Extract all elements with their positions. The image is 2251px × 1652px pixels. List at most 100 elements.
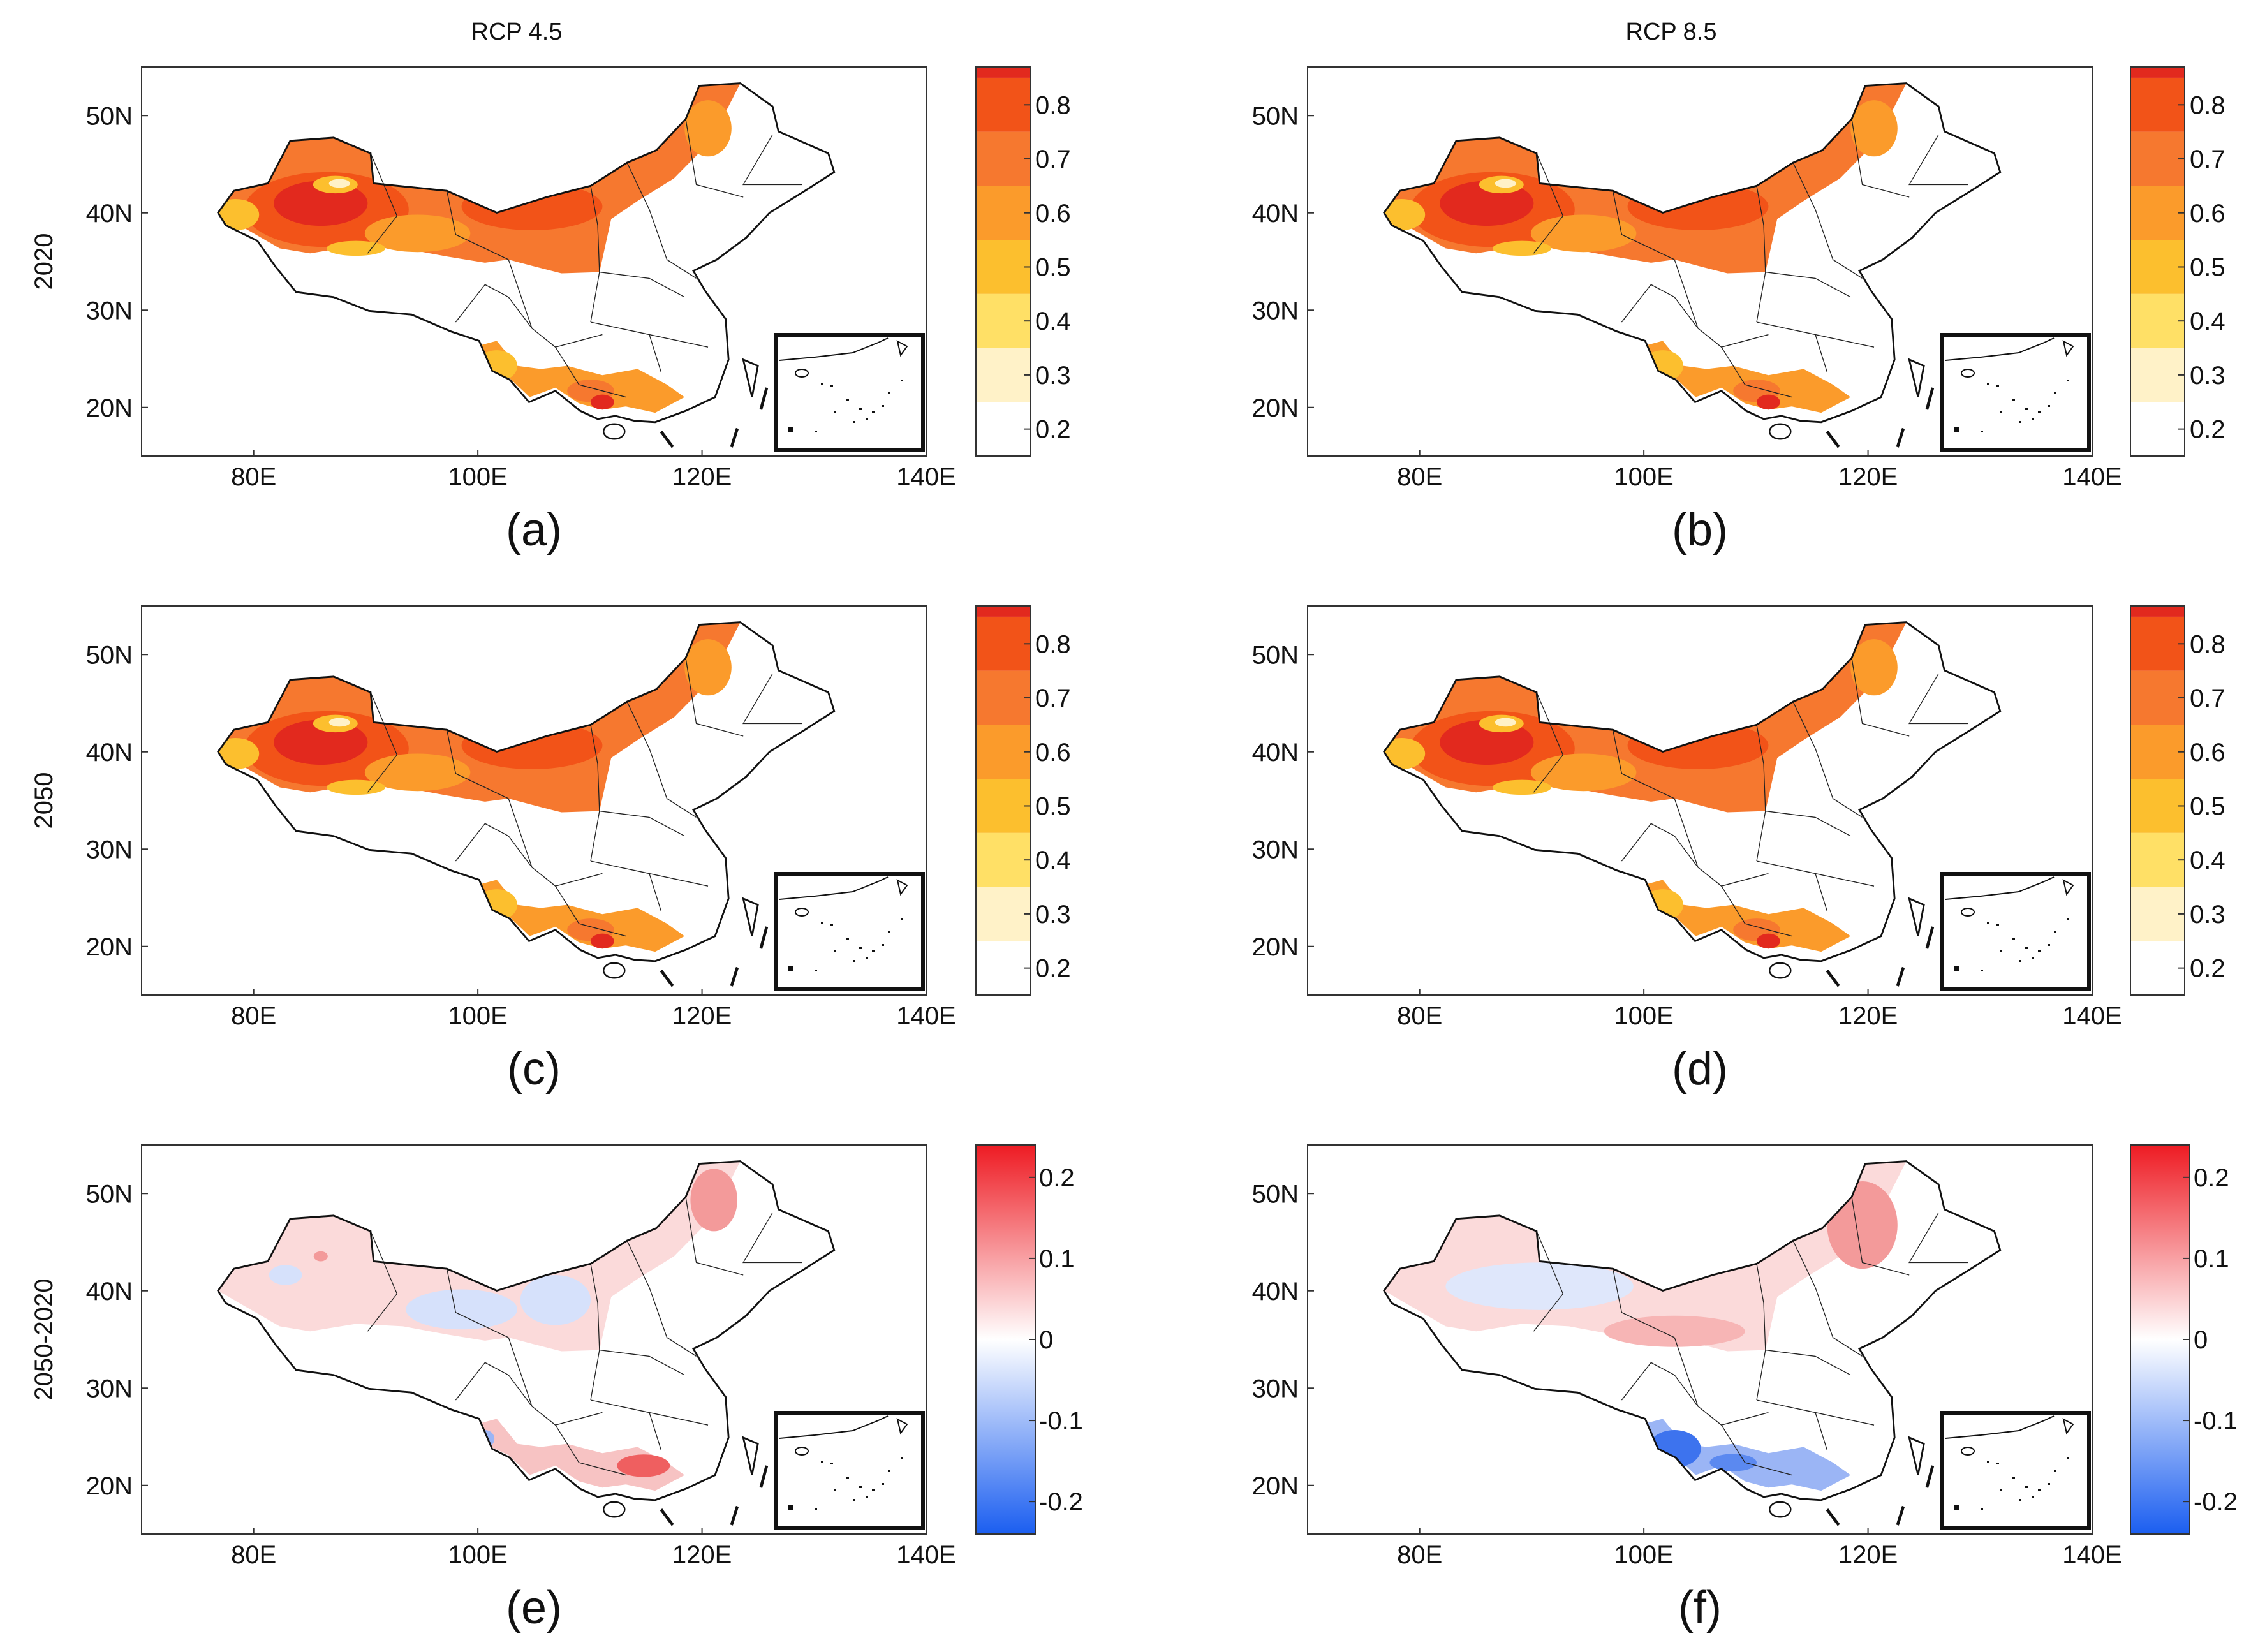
colorbar: 0.2 0.3 0.4 0.5 0.6 0.7 0.8 — [975, 605, 1071, 996]
colorbar: 0.2 0.1 0 -0.1 -0.2 — [2130, 1144, 2238, 1535]
colorbar-tick-label: 0.2 — [1035, 416, 1071, 444]
colorbar-tick-label: -0.1 — [1039, 1407, 1083, 1435]
colorbar: 0.2 0.3 0.4 0.5 0.6 0.7 0.8 — [2130, 605, 2225, 996]
panel-letter: (a) — [506, 505, 562, 556]
colorbar-segment — [976, 725, 1030, 779]
colorbar-segment — [2130, 670, 2185, 725]
x-tick-label: 100E — [448, 1541, 507, 1569]
colorbar-tick-label: 0.7 — [2190, 145, 2225, 173]
column-header-rcp45: RCP 4.5 — [471, 18, 563, 45]
y-tick-label: 40N — [86, 1278, 133, 1306]
y-tick-label: 20N — [1252, 933, 1299, 961]
colorbar-segment — [2130, 725, 2185, 779]
y-tick-label: 50N — [1252, 102, 1299, 130]
colorbar: 0.2 0.3 0.4 0.5 0.6 0.7 0.8 — [2130, 66, 2225, 457]
colorbar-tick-label: 0.8 — [1035, 630, 1071, 658]
map-panel-a: 80E 100E 120E 140E20N30N40N50N(a)0.20.30.40… — [86, 66, 1071, 556]
colorbar-segment — [2130, 240, 2185, 294]
panel-letter: (d) — [1672, 1044, 1728, 1095]
y-tick-label: 50N — [86, 641, 133, 669]
x-tick-label: 80E — [1397, 1541, 1442, 1569]
colorbar-segment — [2130, 402, 2185, 456]
colorbar-tick-label: 0.4 — [2190, 846, 2225, 874]
colorbar-tick-label: 0.4 — [1035, 846, 1071, 874]
x-tick-label: 120E — [672, 1002, 732, 1030]
colorbar-segment — [976, 887, 1030, 941]
colorbar-segment — [976, 293, 1030, 348]
colorbar-tick-label: 0.2 — [2194, 1164, 2229, 1192]
row-label-2050: 2050 — [30, 772, 58, 829]
colorbar-tick-label: 0.3 — [2190, 362, 2225, 390]
colorbar: 0.2 0.3 0.4 0.5 0.6 0.7 0.8 — [975, 66, 1071, 457]
x-tick-label: 100E — [1614, 463, 1673, 491]
colorbar-tick-label: 0.6 — [1035, 739, 1071, 767]
x-tick-label: 100E — [448, 463, 507, 491]
colorbar-tick-label: 0.7 — [1035, 684, 1071, 712]
colorbar-segment — [2130, 779, 2185, 833]
x-tick-label: 140E — [896, 1002, 956, 1030]
y-tick-label: 50N — [86, 1180, 133, 1208]
colorbar-tick-label: 0.5 — [2190, 253, 2225, 281]
colorbar-tick-label: 0.6 — [2190, 739, 2225, 767]
y-tick-label: 30N — [86, 1375, 133, 1403]
colorbar-tick-label: 0.5 — [2190, 792, 2225, 820]
x-tick-label: 140E — [2062, 1541, 2122, 1569]
colorbar: 0.2 0.1 0 -0.1 -0.2 — [975, 1144, 1083, 1535]
colorbar-tick-label: 0.8 — [1035, 91, 1071, 119]
y-tick-label: 40N — [86, 739, 133, 767]
colorbar-segment — [2130, 348, 2185, 402]
colorbar-segment — [2130, 77, 2185, 132]
colorbar-segment — [976, 779, 1030, 833]
y-tick-label: 30N — [86, 836, 133, 864]
x-tick-label: 120E — [1838, 1002, 1898, 1030]
colorbar-segment — [976, 606, 1030, 617]
inset-map — [1940, 333, 2091, 452]
y-tick-label: 30N — [1252, 1375, 1299, 1403]
colorbar-tick-label: 0.6 — [2190, 200, 2225, 228]
colorbar-segment — [2130, 887, 2185, 941]
colorbar-tick-label: 0 — [2194, 1326, 2208, 1354]
panel-letter: (e) — [506, 1582, 562, 1634]
column-header-rcp85: RCP 8.5 — [1626, 18, 1717, 45]
x-tick-label: 120E — [1838, 1541, 1898, 1569]
colorbar-segment — [976, 941, 1030, 995]
x-tick-label: 140E — [2062, 463, 2122, 491]
x-tick-label: 100E — [1614, 1002, 1673, 1030]
x-tick-label: 80E — [231, 1541, 276, 1569]
colorbar-segment — [2130, 832, 2185, 887]
colorbar-tick-label: 0.1 — [1039, 1245, 1075, 1273]
x-tick-label: 120E — [672, 463, 732, 491]
inset-map — [774, 1411, 925, 1530]
x-tick-label: 80E — [1397, 1002, 1442, 1030]
y-tick-label: 50N — [86, 102, 133, 130]
inset-map — [1940, 872, 2091, 991]
colorbar-gradient — [2130, 1144, 2190, 1535]
colorbar-tick-label: 0.1 — [2194, 1245, 2229, 1273]
x-tick-label: 80E — [1397, 463, 1442, 491]
x-tick-label: 140E — [2062, 1002, 2122, 1030]
colorbar-tick-label: 0.7 — [1035, 145, 1071, 173]
colorbar-tick-label: -0.2 — [1039, 1488, 1083, 1516]
colorbar-tick-label: 0 — [1039, 1326, 1053, 1354]
colorbar-tick-label: 0.8 — [2190, 630, 2225, 658]
colorbar-segment — [976, 240, 1030, 294]
colorbar-segment — [2130, 616, 2185, 671]
panel-letter: (f) — [1678, 1582, 1722, 1634]
colorbar-tick-label: 0.4 — [1035, 307, 1071, 336]
colorbar-tick-label: 0.2 — [2190, 416, 2225, 444]
y-tick-label: 20N — [1252, 394, 1299, 422]
y-tick-label: 40N — [1252, 739, 1299, 767]
x-tick-label: 120E — [1838, 463, 1898, 491]
y-tick-label: 20N — [86, 1472, 133, 1500]
map-panel-b: 80E 100E 120E 140E20N30N40N50N(b)0.20.30.40… — [1252, 66, 2225, 556]
colorbar-segment — [976, 348, 1030, 402]
colorbar-tick-label: -0.2 — [2194, 1488, 2238, 1516]
y-tick-label: 30N — [86, 297, 133, 325]
map-panel-d: 80E 100E 120E 140E20N30N40N50N(d)0.20.30.40… — [1252, 605, 2225, 1095]
colorbar-tick-label: 0.2 — [2190, 955, 2225, 983]
colorbar-segment — [2130, 293, 2185, 348]
colorbar-tick-label: 0.3 — [2190, 901, 2225, 929]
colorbar-tick-label: 0.5 — [1035, 253, 1071, 281]
y-tick-label: 20N — [86, 933, 133, 961]
